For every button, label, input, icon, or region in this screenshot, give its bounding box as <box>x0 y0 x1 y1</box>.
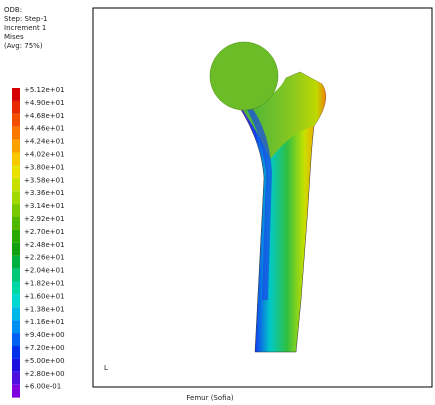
legend-swatch <box>12 320 20 333</box>
legend-label: +5.00e+00 <box>24 357 65 365</box>
legend-swatch <box>12 230 20 243</box>
header-line: (Avg: 75%) <box>4 42 43 50</box>
legend-swatch <box>12 165 20 178</box>
legend-label: +2.26e+01 <box>24 254 65 262</box>
legend-swatch <box>12 307 20 320</box>
header-line: Mises <box>4 33 24 41</box>
legend-label: +9.40e+00 <box>24 331 65 339</box>
legend-label: +4.24e+01 <box>24 138 65 146</box>
legend-swatch <box>12 140 20 153</box>
legend-label: +3.58e+01 <box>24 176 65 184</box>
legend-label: +2.48e+01 <box>24 241 65 249</box>
legend-swatch <box>12 269 20 282</box>
viewer: ODB:Step: Step-1Increment 1Mises(Avg: 75… <box>0 0 435 405</box>
legend-label: +2.92e+01 <box>24 215 65 223</box>
legend-swatch <box>12 243 20 256</box>
legend-label: +2.04e+01 <box>24 267 65 275</box>
legend-label: +1.60e+01 <box>24 292 65 300</box>
header-line: ODB: <box>4 6 22 14</box>
legend-swatch <box>12 127 20 140</box>
legend-swatch <box>12 282 20 295</box>
legend-label: +4.46e+01 <box>24 125 65 133</box>
header-line: Increment 1 <box>4 24 46 32</box>
legend-label: +1.38e+01 <box>24 305 65 313</box>
legend-swatch <box>12 101 20 114</box>
legend-label: +5.12e+01 <box>24 86 65 94</box>
screen: ODB:Step: Step-1Increment 1Mises(Avg: 75… <box>0 0 435 405</box>
legend-label: +3.14e+01 <box>24 202 65 210</box>
legend-label: +3.36e+01 <box>24 189 65 197</box>
legend-label: +3.80e+01 <box>24 163 65 171</box>
legend-swatch <box>12 256 20 269</box>
legend-swatch <box>12 333 20 346</box>
legend-swatch <box>12 204 20 217</box>
legend-swatch <box>12 153 20 166</box>
legend-label: +1.82e+01 <box>24 280 65 288</box>
legend-label: +7.20e+00 <box>24 344 65 352</box>
legend-swatch <box>12 191 20 204</box>
legend-label: +6.00e-01 <box>24 383 61 391</box>
caption: Femur (Sofia) <box>186 394 233 402</box>
legend-swatch <box>12 88 20 101</box>
legend-swatch <box>12 372 20 385</box>
legend-swatch <box>12 385 20 398</box>
legend-swatch <box>12 114 20 127</box>
legend-swatch <box>12 178 20 191</box>
legend-label: +4.02e+01 <box>24 151 65 159</box>
legend-label: +2.80e+00 <box>24 370 65 378</box>
femur-head <box>210 42 278 110</box>
legend-swatch <box>12 294 20 307</box>
header-line: Step: Step-1 <box>4 15 47 23</box>
legend-swatch <box>12 346 20 359</box>
legend: +5.12e+01 +4.90e+01 +4.68e+01 +4.46e+01 +4.2… <box>12 86 65 398</box>
legend-swatch <box>12 359 20 372</box>
legend-label: +4.90e+01 <box>24 99 65 107</box>
legend-label: +2.70e+01 <box>24 228 65 236</box>
legend-label: +1.16e+01 <box>24 318 65 326</box>
legend-label: +4.68e+01 <box>24 112 65 120</box>
legend-swatch <box>12 217 20 230</box>
axis-triad: L <box>104 364 108 372</box>
